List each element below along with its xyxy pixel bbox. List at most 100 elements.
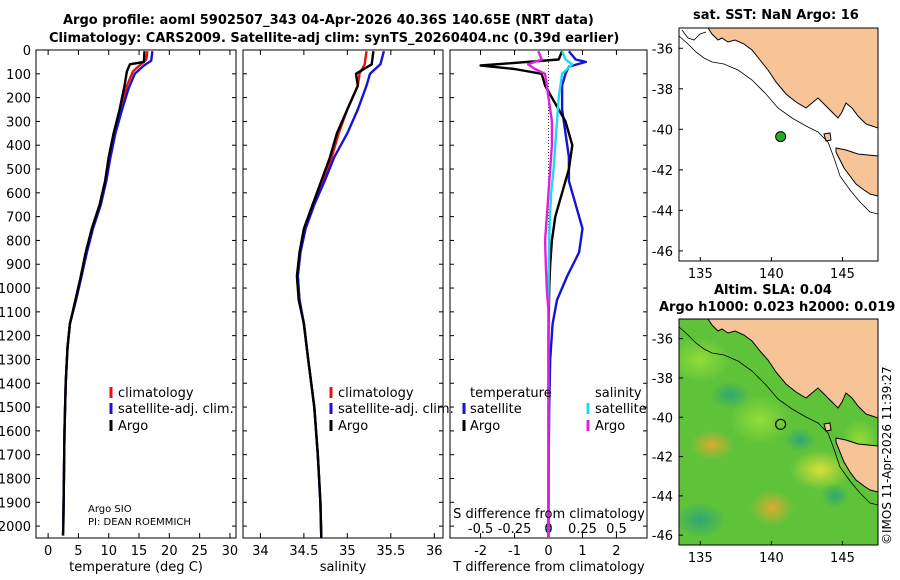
x-tick-label: 0 bbox=[544, 544, 552, 559]
sla-map-axes: 135 140 145 -36 -38 -40 -42 -44 -46 bbox=[652, 333, 855, 566]
salinity-panel-frame bbox=[242, 49, 444, 539]
sal-legend-climatology-label: climatology bbox=[338, 386, 414, 401]
x-tick-label: 20 bbox=[161, 544, 178, 559]
series-line-climatology bbox=[296, 51, 368, 539]
temperature-xlabel: temperature (deg C) bbox=[69, 560, 203, 575]
x-tick-label: 36 bbox=[426, 544, 443, 559]
difference-top-xlabel: S difference from climatology bbox=[453, 507, 645, 522]
series-line-argo bbox=[61, 51, 146, 536]
temperature-panel-frame bbox=[35, 49, 237, 539]
salinity-legend: climatology satellite-adj. clim. Argo bbox=[329, 386, 454, 434]
pi-label: PI: DEAN ROEMMICH bbox=[88, 517, 191, 528]
sla-map-island bbox=[823, 422, 832, 432]
sst-map-land bbox=[707, 28, 878, 129]
s-tick-label: 0.5 bbox=[606, 522, 627, 537]
diff-legend-t-satellite-label: satellite bbox=[470, 402, 522, 417]
difference-temperature-legend: temperature satellite Argo bbox=[462, 386, 552, 434]
sla-map: 135 140 145 -36 -38 -40 -42 -44 -46 bbox=[652, 318, 879, 566]
sla-map-frame bbox=[678, 318, 879, 546]
sla-map-shelf-line bbox=[679, 326, 878, 506]
depth-axis: 0 100 200 300 400 500 600 700 800 900 1000 1100 1200… bbox=[0, 44, 31, 535]
sla-blob bbox=[710, 381, 750, 409]
x-tick-label: 15 bbox=[131, 544, 148, 559]
x-tick-label: 35.5 bbox=[376, 544, 405, 559]
sla-map-land-south bbox=[835, 437, 878, 493]
map-y-tick-label: -40 bbox=[652, 123, 673, 138]
x-tick-label: 10 bbox=[100, 544, 117, 559]
sst-map-title: sat. SST: NaN Argo: 16 bbox=[693, 8, 859, 23]
x-tick-label: 1 bbox=[578, 544, 586, 559]
depth-tick-label: 200 bbox=[6, 92, 31, 107]
profile-title: Argo profile: aoml 5902507_343 04-Apr-20… bbox=[63, 13, 594, 28]
sla-map-subtitle: Argo h1000: 0.023 h2000: 0.019 bbox=[659, 300, 896, 315]
depth-tick-label: 1800 bbox=[0, 472, 31, 487]
diff-legend-salinity-title: salinity bbox=[595, 386, 642, 401]
argo-sio-label: Argo SIO bbox=[88, 504, 132, 515]
series-line-satellite-adj-clim- bbox=[62, 51, 154, 527]
map-x-tick-label: 140 bbox=[759, 551, 784, 566]
depth-tick-label: 1300 bbox=[0, 353, 31, 368]
sla-blob bbox=[790, 450, 850, 490]
x-tick-label: 0 bbox=[44, 544, 52, 559]
s-tick-label: -0.5 bbox=[468, 522, 493, 537]
map-y-tick-label: -42 bbox=[652, 451, 673, 466]
map-y-tick-label: -44 bbox=[652, 490, 673, 505]
map-x-tick-label: 140 bbox=[759, 267, 784, 282]
x-tick-label: -2 bbox=[474, 544, 487, 559]
legend-argo-label: Argo bbox=[118, 419, 148, 434]
diff-legend-temperature-title: temperature bbox=[470, 386, 552, 401]
sst-map: 135 140 145 -36 -38 -40 -42 -44 -46 bbox=[652, 27, 879, 282]
depth-tick-label: 0 bbox=[23, 44, 31, 59]
sla-blob bbox=[821, 484, 849, 508]
depth-tick-label: 800 bbox=[6, 234, 31, 249]
depth-tick-label: 100 bbox=[6, 68, 31, 83]
diff-legend-s-argo-label: Argo bbox=[595, 419, 625, 434]
x-tick-label: 2 bbox=[612, 544, 620, 559]
sla-blob bbox=[690, 430, 734, 460]
x-tick-label: 35 bbox=[339, 544, 356, 559]
depth-tick-label: 2000 bbox=[0, 520, 31, 535]
depth-tick-label: 1100 bbox=[0, 306, 31, 321]
s-tick-label: 0.25 bbox=[568, 522, 597, 537]
x-tick-label: 34.5 bbox=[289, 544, 318, 559]
diff-legend-s-satellite-label: satellite bbox=[595, 402, 647, 417]
map-y-tick-label: -36 bbox=[652, 42, 673, 57]
diff-legend-t-argo-label: Argo bbox=[470, 419, 500, 434]
legend-satellite-label: satellite-adj. clim. bbox=[118, 402, 234, 417]
map-y-tick-label: -40 bbox=[652, 411, 673, 426]
salinity-plot: 34 34.5 35 35.5 36 bbox=[243, 49, 443, 559]
x-tick-label: -1 bbox=[508, 544, 521, 559]
depth-tick-label: 1600 bbox=[0, 425, 31, 440]
depth-tick-label: 1400 bbox=[0, 377, 31, 392]
sal-legend-satellite-label: satellite-adj. clim. bbox=[338, 402, 454, 417]
depth-tick-label: 1500 bbox=[0, 401, 31, 416]
salinity-xlabel: salinity bbox=[320, 560, 367, 575]
x-tick-label: 25 bbox=[191, 544, 208, 559]
depth-tick-label: 1200 bbox=[0, 330, 31, 345]
sla-blob bbox=[679, 502, 726, 538]
sla-blob bbox=[750, 490, 794, 526]
depth-tick-label: 1900 bbox=[0, 496, 31, 511]
s-tick-label: -0.25 bbox=[498, 522, 532, 537]
map-x-tick-label: 135 bbox=[688, 551, 713, 566]
sla-map-land bbox=[707, 319, 878, 419]
depth-tick-label: 1000 bbox=[0, 282, 31, 297]
map-y-tick-label: -36 bbox=[652, 333, 673, 348]
sla-blob bbox=[784, 428, 816, 452]
map-y-tick-label: -44 bbox=[652, 204, 673, 219]
map-y-tick-label: -38 bbox=[652, 372, 673, 387]
sst-map-shelf-line bbox=[679, 35, 878, 215]
climatology-title: Climatology: CARS2009. Satellite-adj cli… bbox=[49, 31, 620, 46]
map-y-tick-label: -42 bbox=[652, 164, 673, 179]
x-tick-label: 30 bbox=[222, 544, 239, 559]
map-y-tick-label: -46 bbox=[652, 245, 673, 260]
sst-map-land-south bbox=[835, 147, 878, 197]
sst-map-axes: 135 140 145 -36 -38 -40 -42 -44 -46 bbox=[652, 42, 855, 282]
sst-map-frame bbox=[678, 27, 879, 262]
map-x-tick-label: 145 bbox=[830, 267, 855, 282]
series-line-salinity-argo bbox=[526, 50, 554, 538]
map-x-tick-label: 145 bbox=[830, 551, 855, 566]
sla-map-title: Altim. SLA: 0.04 bbox=[714, 283, 832, 298]
